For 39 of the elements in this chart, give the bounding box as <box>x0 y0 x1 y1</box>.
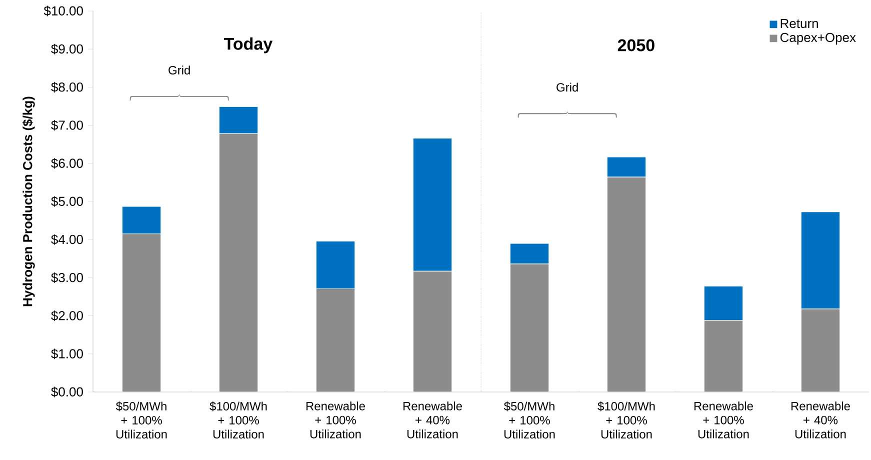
bar <box>510 264 550 392</box>
bar <box>316 288 356 392</box>
y-axis-title: Hydrogen Production Costs ($/kg) <box>22 96 35 306</box>
x-tick-label: $50/MWh + 100% Utilization <box>116 402 167 439</box>
bar <box>316 240 356 290</box>
y-tick-label: $0.00 <box>51 386 83 398</box>
bar <box>704 320 744 392</box>
x-tick-label: $100/MWh + 100% Utilization <box>598 402 655 439</box>
bar <box>510 243 550 264</box>
bar <box>800 308 840 392</box>
annotation: Grid <box>556 82 578 92</box>
y-tick-label: $9.00 <box>51 44 83 54</box>
bar <box>704 286 744 321</box>
bar <box>412 270 452 392</box>
x-tick-label: Renewable + 40% Utilization <box>403 402 462 438</box>
x-tick-label: $50/MWh + 100% Utilization <box>504 402 555 439</box>
bar <box>412 138 452 272</box>
annotation: Grid <box>168 66 190 74</box>
y-tick-label: $1.00 <box>51 348 83 360</box>
y-tick-label: $4.00 <box>51 234 83 245</box>
y-tick-label: $6.00 <box>51 158 83 169</box>
x-tick-label: $100/MWh + 100% Utilization <box>210 402 267 439</box>
x-tick-label: Renewable + 100% Utilization <box>694 402 753 438</box>
y-tick-label: $5.00 <box>51 196 83 207</box>
legend-label: Return <box>780 19 818 28</box>
y-tick-label: $2.00 <box>51 310 83 322</box>
bar <box>218 133 258 392</box>
y-tick-label: $7.00 <box>51 120 83 131</box>
annotation: 2050 <box>618 39 654 52</box>
annotation: Today <box>224 37 273 54</box>
bar <box>606 176 646 392</box>
y-tick-label: $8.00 <box>51 82 83 92</box>
y-tick-label: $3.00 <box>51 272 83 283</box>
x-tick-label: Renewable + 100% Utilization <box>306 402 365 438</box>
x-tick-label: Renewable + 40% Utilization <box>791 402 850 438</box>
y-tick-label: $10.00 <box>44 6 83 16</box>
bar <box>606 156 646 178</box>
legend-label: Capex+Opex <box>780 32 856 45</box>
bar <box>122 234 162 392</box>
